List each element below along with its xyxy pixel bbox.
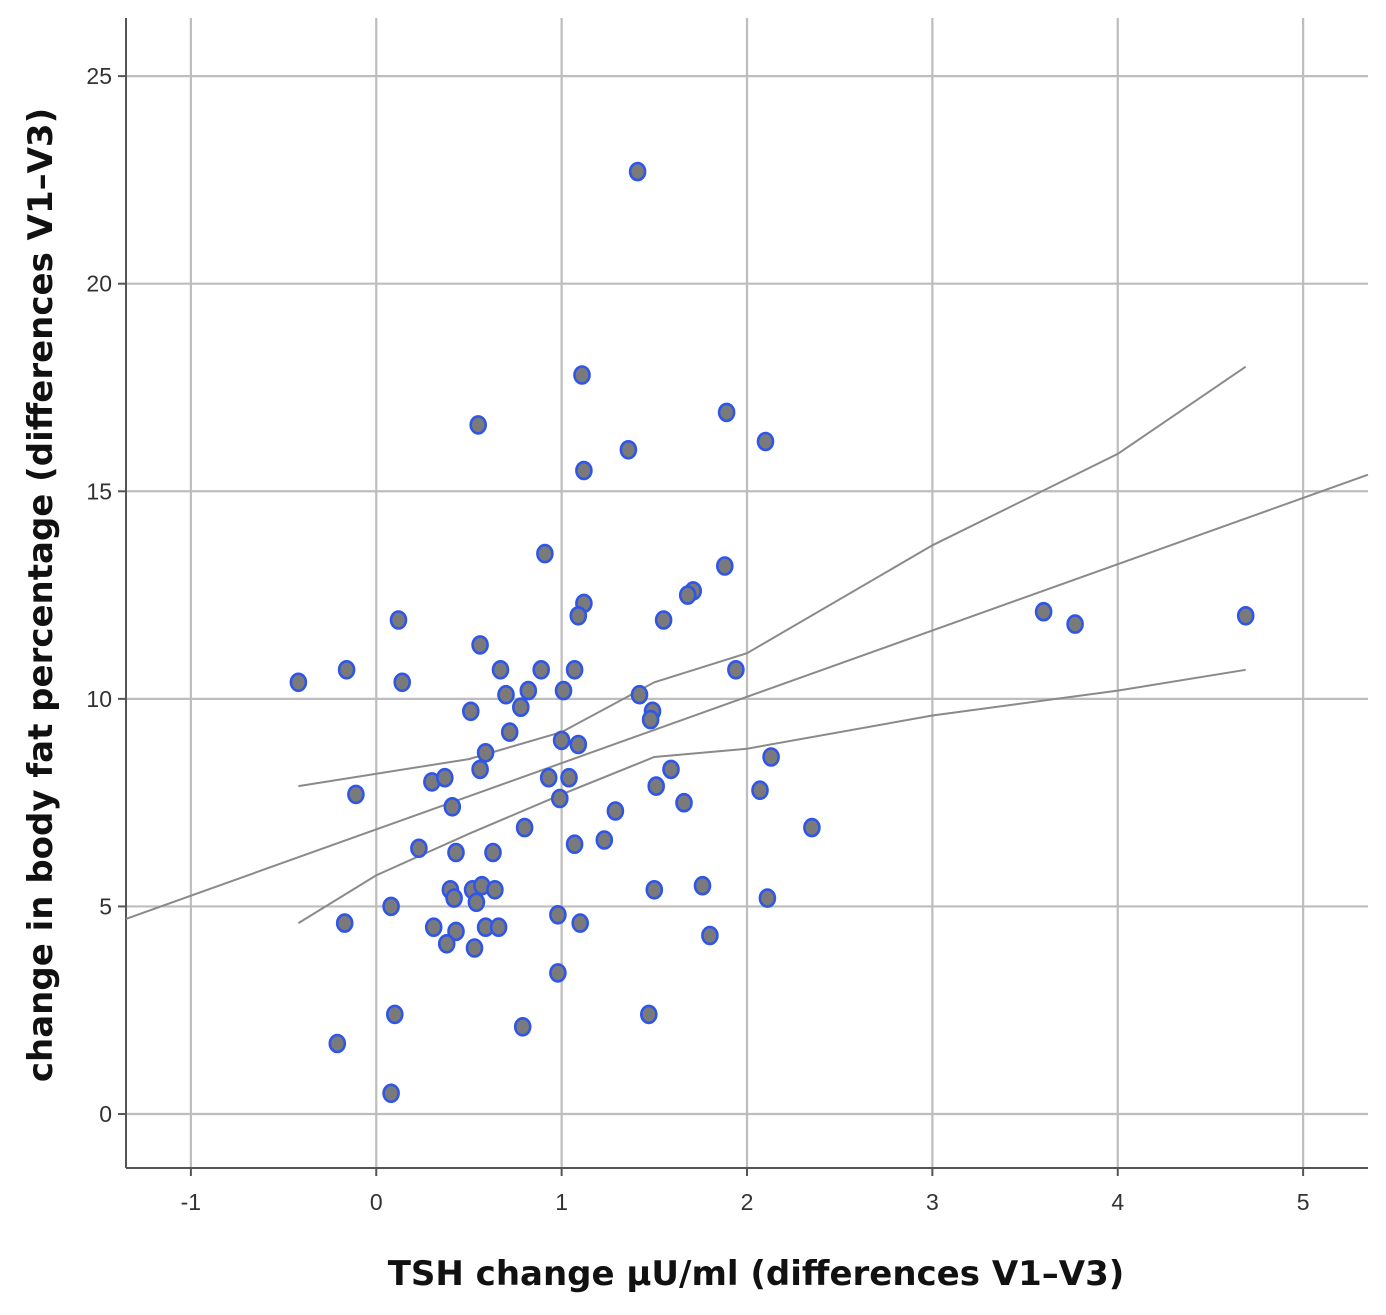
data-point — [717, 402, 736, 423]
data-point — [641, 709, 660, 730]
data-point — [1236, 605, 1255, 626]
x-tick-label: 3 — [926, 1189, 939, 1215]
data-point — [1034, 601, 1053, 622]
x-tick-label: 1 — [555, 1189, 568, 1215]
data-point — [751, 780, 769, 801]
y-tick-label: 15 — [86, 478, 112, 504]
data-point — [565, 834, 584, 855]
data-point — [476, 742, 495, 763]
data-point — [513, 1017, 532, 1037]
y-tick-label: 25 — [86, 63, 112, 89]
data-point — [701, 925, 719, 946]
data-point — [662, 759, 680, 780]
tick-labels: -1 0 1 2 3 4 5 0 5 10 15 20 25 — [86, 63, 1309, 1215]
data-point — [467, 892, 486, 913]
data-point — [536, 543, 554, 564]
data-point — [630, 684, 649, 705]
data-point — [758, 888, 777, 908]
y-tick-label: 5 — [99, 893, 112, 919]
data-point — [465, 938, 484, 958]
data-point — [519, 680, 538, 701]
data-point — [447, 842, 465, 863]
data-point — [337, 659, 356, 680]
y-tick-label: 20 — [86, 271, 112, 297]
data-point — [762, 747, 780, 767]
data-point — [639, 1004, 658, 1025]
data-point — [693, 875, 712, 896]
data-point — [445, 888, 463, 908]
data-point — [443, 796, 462, 817]
data-point — [550, 788, 569, 809]
data-point — [393, 672, 412, 693]
data-point — [461, 701, 480, 722]
confidence-upper-line — [298, 365, 1247, 788]
data-point — [628, 161, 647, 182]
data-point — [569, 605, 588, 626]
data-point — [410, 838, 428, 859]
y-tick-label: 10 — [86, 686, 112, 712]
data-point — [606, 801, 625, 821]
data-point — [335, 913, 354, 933]
data-point — [484, 842, 502, 863]
x-tick-label: 2 — [741, 1189, 754, 1215]
x-tick-label: -1 — [181, 1189, 201, 1215]
data-point — [565, 659, 584, 680]
data-point — [549, 963, 567, 983]
data-point — [447, 921, 465, 942]
data-point — [645, 879, 664, 900]
data-point — [497, 684, 515, 705]
data-point — [1066, 614, 1084, 634]
y-axis-title: change in body fat percentage (differenc… — [21, 108, 61, 1082]
confidence-lower-line — [297, 668, 1246, 924]
data-point — [678, 585, 697, 605]
data-point — [486, 879, 504, 900]
x-axis-title: TSH change µU/ml (differences V1–V3) — [388, 1254, 1125, 1294]
data-point — [489, 917, 508, 938]
data-point — [571, 913, 590, 933]
data-points — [289, 161, 1255, 1104]
data-point — [389, 610, 408, 630]
data-point — [647, 776, 666, 796]
data-point — [552, 730, 571, 751]
data-point — [500, 722, 519, 742]
data-point — [471, 759, 489, 780]
data-point — [511, 697, 530, 718]
data-point — [382, 896, 400, 917]
x-tick-label: 0 — [370, 1189, 383, 1215]
data-point — [573, 365, 591, 385]
data-point — [549, 904, 567, 925]
data-point — [328, 1033, 347, 1054]
data-point — [595, 830, 614, 850]
data-point — [491, 659, 510, 680]
data-point — [539, 767, 558, 788]
y-tick-label: 0 — [99, 1101, 112, 1127]
data-point — [435, 767, 454, 788]
data-point — [803, 817, 821, 838]
data-point — [654, 610, 673, 630]
data-point — [289, 672, 308, 693]
data-point — [554, 680, 573, 701]
data-point — [715, 556, 734, 576]
data-point — [515, 817, 534, 838]
data-point — [424, 917, 443, 938]
data-point — [471, 635, 489, 655]
data-point — [347, 784, 365, 805]
x-tick-label: 4 — [1111, 1189, 1124, 1215]
data-point — [385, 1004, 404, 1025]
x-tick-label: 5 — [1297, 1189, 1310, 1215]
regression-fit-line — [125, 473, 1369, 920]
data-point — [532, 659, 551, 680]
data-point — [727, 659, 745, 680]
data-point — [469, 415, 488, 435]
data-point — [575, 460, 593, 481]
data-point — [756, 431, 775, 452]
data-point — [675, 792, 693, 813]
data-point — [382, 1083, 400, 1104]
data-point — [619, 439, 638, 460]
data-point — [560, 767, 578, 788]
grid-lines — [126, 18, 1368, 1168]
data-point — [437, 933, 456, 954]
data-point — [569, 734, 588, 755]
